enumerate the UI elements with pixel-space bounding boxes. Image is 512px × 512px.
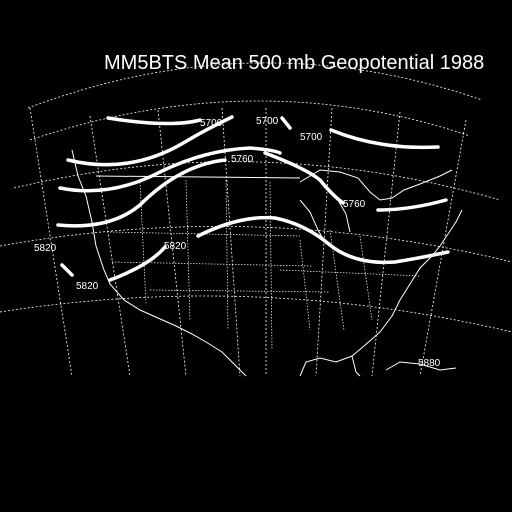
contour-label: 5880 <box>418 358 441 369</box>
contour-line <box>280 116 292 130</box>
map-title: MM5BTS Mean 500 mb Geopotential 1988 <box>104 52 485 74</box>
contour-line <box>58 146 282 193</box>
contour-label: 5820 <box>164 241 187 252</box>
contour-line <box>66 115 234 167</box>
contours <box>56 115 450 282</box>
contour-line <box>329 128 440 150</box>
contour-label: 5760 <box>231 154 254 165</box>
contour-line <box>263 151 345 205</box>
contour-labels: 5700 5700 5700 5760 5760 5820 5820 5820 … <box>34 116 441 369</box>
contour-label: 5700 <box>200 118 223 129</box>
contour-line <box>106 116 202 126</box>
contour-line <box>60 263 74 277</box>
contour-label: 5700 <box>300 132 323 143</box>
state-borders <box>109 179 421 351</box>
contour-line <box>108 245 167 282</box>
contour-label: 5820 <box>34 243 57 254</box>
contour-label: 5760 <box>343 199 366 210</box>
contour-label: 5820 <box>76 281 99 292</box>
contour-label: 5700 <box>256 116 279 127</box>
contour-line <box>196 215 450 265</box>
contour-line <box>376 198 448 212</box>
contour-line <box>56 158 227 228</box>
coastline <box>71 149 463 377</box>
